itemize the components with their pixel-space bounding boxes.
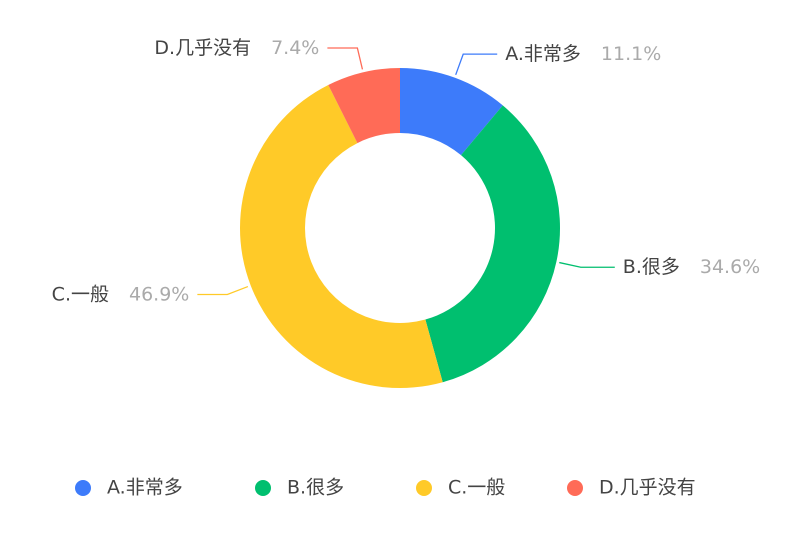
slice-label: C.一般 46.9% [52, 283, 190, 305]
slice-name: B.很多 [623, 256, 680, 278]
slice-name: D.几乎没有 [154, 36, 251, 58]
slice-value: 11.1% [601, 43, 661, 65]
pie-slice [425, 105, 560, 383]
leader-line [197, 285, 249, 296]
slice-value: 7.4% [271, 36, 319, 58]
legend-marker [255, 480, 271, 496]
pie-slice [239, 84, 443, 389]
legend-marker [75, 480, 91, 496]
legend-marker [416, 480, 432, 496]
slice-label: D.几乎没有 7.4% [154, 36, 319, 58]
leader-line [559, 261, 615, 268]
legend-label: B.很多 [287, 477, 344, 499]
pie-slice [328, 68, 400, 144]
legend-label: D.几乎没有 [599, 477, 696, 499]
leader-line [327, 47, 364, 70]
slice-value: 46.9% [129, 283, 189, 305]
slice-label: B.很多 34.6% [623, 256, 760, 278]
slice-name: C.一般 [52, 283, 109, 305]
legend-marker [567, 480, 583, 496]
pie-slice [400, 68, 503, 156]
legend-label: C.一般 [448, 477, 505, 499]
leader-line [455, 53, 498, 76]
slice-label: A.非常多 11.1% [505, 43, 661, 65]
legend-label: A.非常多 [107, 477, 183, 499]
slice-value: 34.6% [700, 256, 760, 278]
slice-name: A.非常多 [505, 43, 581, 65]
